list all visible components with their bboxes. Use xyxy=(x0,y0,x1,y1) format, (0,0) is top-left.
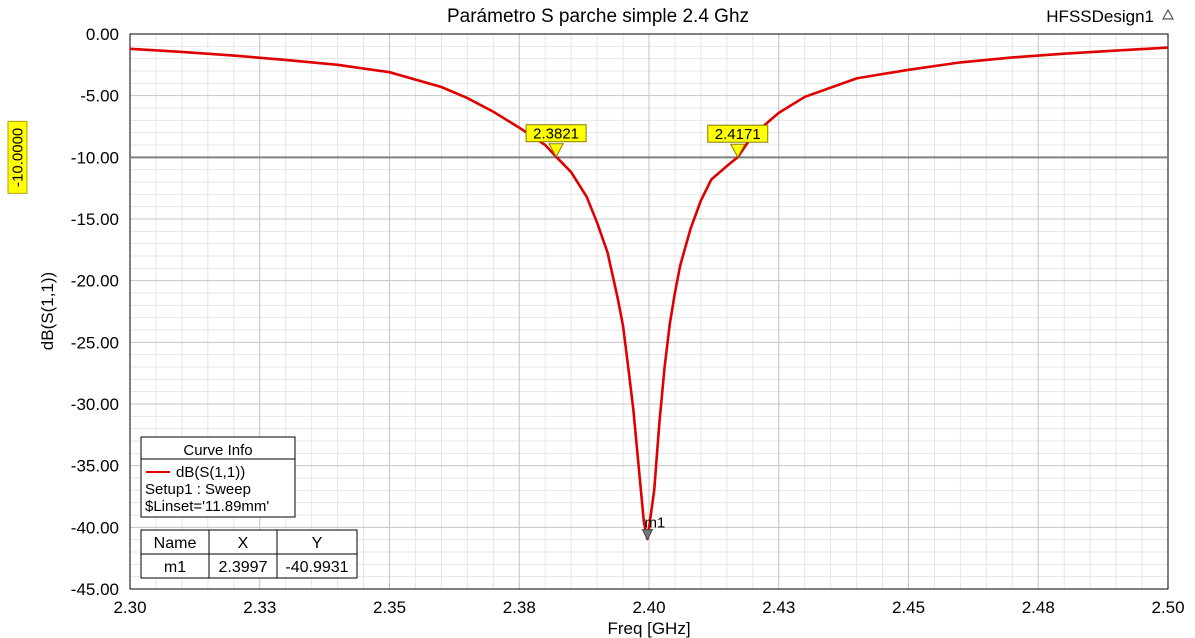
marker-table-cell: -40.9931 xyxy=(285,559,348,576)
y-axis-label: dB(S(1,1)) xyxy=(38,272,57,350)
reference-label-background xyxy=(7,120,28,194)
x-tick-label: 2.45 xyxy=(892,598,925,617)
y-tick-label: -15.00 xyxy=(71,210,119,229)
y-tick-label: -10.00 xyxy=(71,148,119,167)
marker-2.4171[interactable]: 2.4171 xyxy=(707,124,769,159)
curve-info-legend[interactable]: Curve Info dB(S(1,1)) Setup1 : Sweep $Li… xyxy=(140,436,296,518)
marker-label-background xyxy=(707,124,769,143)
y-tick-label: -5.00 xyxy=(80,87,119,106)
reference-label-text: -10.0000 xyxy=(10,128,27,187)
marker-pointer xyxy=(729,143,746,159)
marker-label-background xyxy=(525,124,587,143)
x-tick-label: 2.50 xyxy=(1151,598,1184,617)
marker-pointer xyxy=(548,143,564,158)
x-tick-label: 2.35 xyxy=(373,598,406,617)
x-axis-label: Freq [GHz] xyxy=(607,619,690,638)
marker-pointer xyxy=(641,529,654,541)
plot-frame xyxy=(129,33,1169,590)
marker-label: m1 xyxy=(644,515,665,532)
curve-info-box xyxy=(140,436,296,518)
warning-triangle-icon[interactable] xyxy=(1161,8,1175,20)
x-tick-label: 2.33 xyxy=(243,598,276,617)
marker-table-cell: 2.3997 xyxy=(219,559,268,576)
y-tick-labels: 0.00 -5.00 -10.00 -15.00 -20.00 -25.00 -30.00 -… xyxy=(71,25,119,599)
marker-table-header: Y xyxy=(312,535,323,552)
y-tick-label: -25.00 xyxy=(71,333,119,352)
y-tick-label: -40.00 xyxy=(71,518,119,537)
legend-setup-line: Setup1 : Sweep xyxy=(145,481,251,498)
y-tick-label: 0.00 xyxy=(86,25,119,44)
marker-table-header: X xyxy=(238,535,249,552)
marker-m1[interactable]: m1 xyxy=(641,515,665,541)
x-tick-label: 2.38 xyxy=(503,598,536,617)
chart-title: Parámetro S parche simple 2.4 Ghz xyxy=(447,6,749,27)
y-tick-label: -35.00 xyxy=(71,457,119,476)
major-grid xyxy=(130,34,1168,589)
marker-table-cell: m1 xyxy=(164,559,186,576)
marker-label: 2.3821 xyxy=(533,126,579,143)
y-tick-label: -20.00 xyxy=(71,272,119,291)
y-tick-label: -45.00 xyxy=(71,580,119,599)
reference-line-label[interactable]: -10.0000 xyxy=(7,120,28,194)
x-tick-label: 2.30 xyxy=(113,598,146,617)
legend-series-label: dB(S(1,1)) xyxy=(176,464,245,481)
marker-2.3821[interactable]: 2.3821 xyxy=(525,124,587,158)
markers: 2.3821 2.4171 m1 xyxy=(525,124,769,541)
marker-table[interactable]: Name X Y m1 2.3997 -40.9931 xyxy=(140,529,358,579)
marker-label: 2.4171 xyxy=(715,126,761,143)
x-tick-label: 2.48 xyxy=(1022,598,1055,617)
legend-param-line: $Linset='11.89mm' xyxy=(145,498,269,515)
marker-table-header: Name xyxy=(154,535,197,552)
curve-info-title: Curve Info xyxy=(183,442,252,459)
x-tick-label: 2.43 xyxy=(762,598,795,617)
x-tick-label: 2.40 xyxy=(632,598,665,617)
x-tick-labels: 2.30 2.33 2.35 2.38 2.40 2.43 2.45 2.48 2.50 xyxy=(113,598,1184,617)
design-name: HFSSDesign1 xyxy=(1046,7,1154,26)
y-tick-label: -30.00 xyxy=(71,395,119,414)
